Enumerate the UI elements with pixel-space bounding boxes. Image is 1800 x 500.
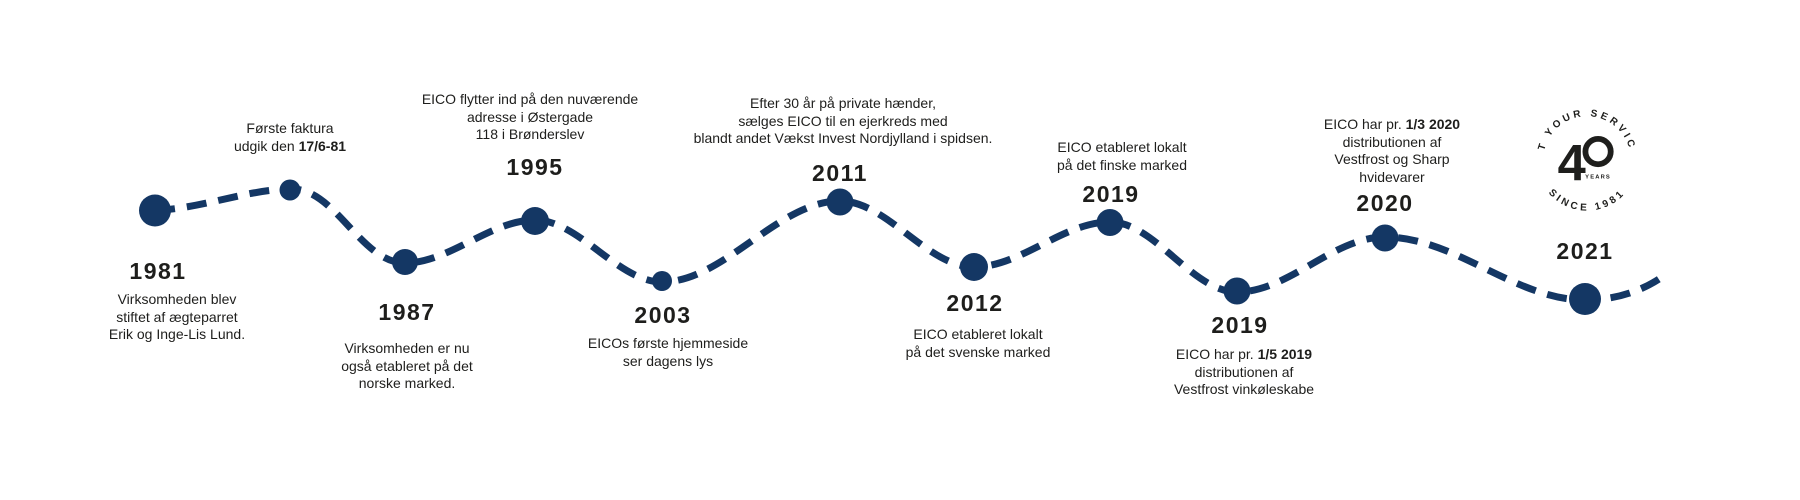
event-description-3: EICO flytter ind på den nuværende adresse… — [421, 91, 639, 142]
timeline-dot-1981-0 — [139, 194, 171, 227]
badge-bottom-arc-text: SINCE 1981 — [1546, 187, 1628, 214]
event-description-4: EICOs første hjemmeside ser dagens lys — [587, 335, 749, 369]
badge-years-label: YEARS — [1585, 174, 1611, 180]
year-label-2019-8: 2019 — [1211, 312, 1269, 338]
timeline-dot-milestone-1 — [279, 179, 301, 201]
event-description-9: EICO har pr. 1/3 2020 distributionen af Ve… — [1323, 116, 1461, 185]
timeline-dot-2019-8 — [1223, 277, 1251, 305]
year-label-2020-9: 2020 — [1356, 190, 1414, 216]
event-description-2: Virksomheden er nu også etableret på det n… — [341, 340, 473, 391]
timeline-dot-2011-5 — [826, 188, 854, 216]
event-description-5: Efter 30 år på private hænder, sælges EIC… — [693, 95, 993, 146]
year-label-1981-0: 1981 — [129, 258, 187, 284]
timeline-dot-1995-3 — [521, 207, 549, 235]
year-label-2021-10: 2021 — [1556, 238, 1614, 264]
timeline-dot-1987-2 — [392, 249, 418, 275]
event-description-6: EICO etableret lokalt på det svenske mark… — [905, 326, 1051, 360]
badge-digit-4: 4 — [1558, 134, 1586, 191]
year-label-2019-7: 2019 — [1082, 181, 1140, 207]
timeline-dashed-line — [154, 185, 1665, 304]
year-label-2011-5: 2011 — [812, 160, 868, 186]
year-label-2012-6: 2012 — [946, 290, 1004, 316]
year-label-2003-4: 2003 — [634, 302, 692, 328]
timeline-dot-2003-4 — [652, 271, 672, 291]
timeline-dot-2019-7 — [1096, 209, 1124, 236]
badge-zero-ring — [1582, 136, 1614, 168]
timeline-dot-2020-9 — [1371, 224, 1399, 252]
year-label-1987-2: 1987 — [378, 299, 436, 325]
year-label-1995-3: 1995 — [506, 154, 564, 180]
anniversary-badge: AT YOUR SERVICE SINCE 1981 4 YEARS — [1529, 102, 1634, 214]
event-description-7: EICO etableret lokalt på det finske marke… — [1057, 139, 1187, 173]
timeline-dot-2021-10 — [1569, 283, 1601, 315]
event-description-1: Første faktura udgik den 17/6-81 — [233, 120, 347, 154]
timeline-dot-2012-6 — [960, 253, 988, 281]
event-description-8: EICO har pr. 1/5 2019 distributionen af Ve… — [1173, 346, 1315, 397]
event-description-0: Virksomheden blev stiftet af ægteparret Er… — [108, 291, 246, 342]
